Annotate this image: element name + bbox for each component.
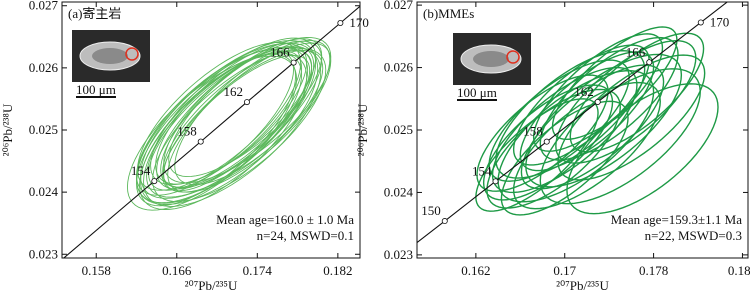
- y-tick-label: 0.023: [29, 246, 58, 261]
- age-marker: [646, 59, 653, 66]
- zircon-core: [473, 51, 509, 67]
- error-ellipse: [525, 53, 683, 188]
- age-marker: [197, 138, 204, 145]
- y-tick-label: 0.025: [384, 122, 413, 137]
- error-ellipse: [140, 52, 303, 204]
- zircon-core: [92, 48, 128, 64]
- spot: [125, 47, 139, 61]
- plot-area: [62, 5, 360, 258]
- x-axis-label: ²⁰⁷Pb/²³⁵U: [185, 278, 238, 293]
- age-label: 154: [131, 163, 151, 178]
- y-tick-label: 0.026: [29, 60, 59, 75]
- age-label: 158: [177, 124, 197, 139]
- x-tick-label: 0.186: [728, 263, 750, 278]
- error-ellipse: [163, 50, 324, 193]
- age-label: 170: [349, 15, 369, 30]
- y-axis-label: ²⁰⁶Pb/²³⁸U: [355, 103, 370, 156]
- error-ellipse: [555, 40, 697, 164]
- error-ellipse: [488, 59, 630, 182]
- scale-bar-label: 100 μm: [76, 82, 116, 97]
- error-ellipse: [162, 54, 311, 192]
- error-ellipse: [495, 49, 646, 179]
- error-ellipse: [139, 52, 308, 210]
- age-label: 170: [710, 14, 730, 29]
- panel-title: (a)寄主岩: [68, 6, 121, 21]
- error-ellipse: [482, 84, 614, 201]
- error-ellipse: [167, 42, 332, 193]
- age-marker: [243, 99, 250, 106]
- age-marker: [441, 218, 448, 225]
- age-marker: [594, 98, 601, 105]
- x-tick-label: 0.166: [162, 263, 192, 278]
- age-marker: [697, 19, 704, 26]
- age-label: 162: [574, 84, 594, 99]
- error-ellipse: [520, 64, 665, 190]
- annotation: n=22, MSWD=0.3: [645, 228, 742, 243]
- age-label: 166: [626, 44, 646, 59]
- age-label: 150: [421, 203, 441, 218]
- error-ellipse: [557, 54, 706, 181]
- error-ellipse: [476, 74, 609, 192]
- panel: 150 154 158 162 166 170 0.162 0.17 0.178 0.186 0.0…: [355, 0, 750, 293]
- y-axis-label: ²⁰⁶Pb/²³⁸U: [0, 103, 15, 156]
- age-label: 158: [523, 124, 543, 139]
- error-ellipse: [512, 81, 661, 210]
- age-label: 162: [223, 84, 243, 99]
- annotation: Mean age=160.0 ± 1.0 Ma: [216, 212, 354, 227]
- y-tick-label: 0.023: [384, 247, 413, 262]
- age-marker: [492, 178, 499, 185]
- error-ellipse: [539, 36, 679, 161]
- x-tick-label: 0.178: [639, 263, 668, 278]
- y-tick-label: 0.024: [384, 184, 414, 199]
- y-tick-label: 0.027: [384, 0, 414, 12]
- age-marker: [337, 20, 344, 27]
- x-axis-label: ²⁰⁷Pb/²³⁵U: [556, 278, 609, 293]
- error-ellipse: [519, 51, 655, 172]
- x-tick-label: 0.182: [323, 263, 352, 278]
- x-tick-label: 0.17: [553, 263, 576, 278]
- x-tick-label: 0.162: [461, 263, 490, 278]
- error-ellipse: [150, 37, 317, 186]
- age-marker: [543, 138, 550, 145]
- error-ellipse: [569, 32, 705, 153]
- age-marker: [290, 59, 297, 66]
- y-tick-label: 0.027: [29, 0, 59, 13]
- plot-area: [417, 2, 729, 244]
- panel: 154 158 162 166 170 0.158 0.166 0.174 0.182 0.023…: [0, 0, 369, 293]
- error-ellipse: [155, 43, 308, 185]
- concordia-curve: [417, 2, 729, 244]
- x-tick-label: 0.158: [82, 263, 111, 278]
- error-ellipse: [140, 40, 317, 199]
- y-tick-label: 0.026: [384, 60, 414, 75]
- y-tick-label: 0.025: [29, 122, 58, 137]
- y-tick-label: 0.024: [29, 184, 59, 199]
- age-marker: [151, 178, 158, 185]
- error-ellipse: [136, 49, 295, 196]
- x-tick-label: 0.174: [243, 263, 273, 278]
- age-label: 154: [472, 163, 492, 178]
- scale-bar-label: 100 μm: [457, 85, 497, 100]
- annotation: n=24, MSWD=0.1: [257, 228, 354, 243]
- annotation: Mean age=159.3±1.1 Ma: [611, 212, 743, 227]
- panel-title: (b)MMEs: [423, 6, 474, 21]
- spot: [506, 50, 520, 64]
- age-label: 166: [270, 45, 290, 60]
